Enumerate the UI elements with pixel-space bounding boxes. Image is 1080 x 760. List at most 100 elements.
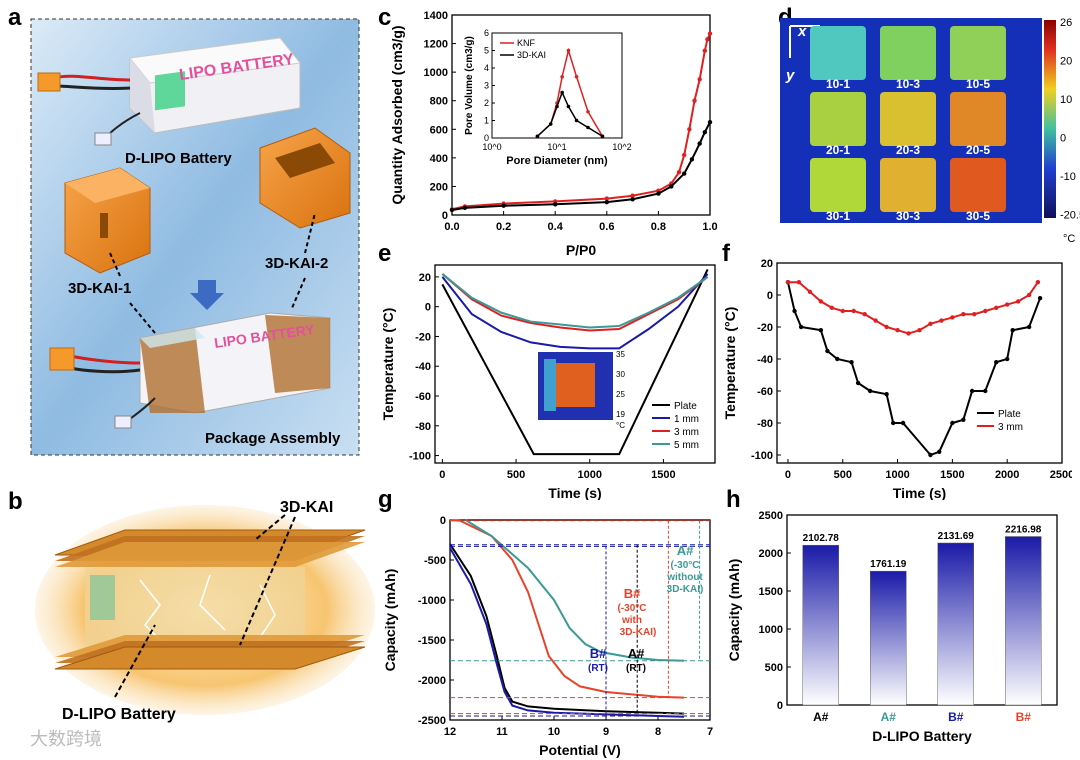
data-point bbox=[829, 305, 835, 310]
y-tick-label: 400 bbox=[430, 153, 448, 165]
y-tick-label: 600 bbox=[430, 124, 448, 136]
annotation-a-cold-note: without bbox=[666, 572, 703, 583]
data-point bbox=[462, 205, 468, 211]
legend-label: 1 mm bbox=[674, 414, 699, 425]
chart-e-temperature: 0 500 1000 1500 20 0 -20 -40 -60 -80 -100 Time (s) T… bbox=[380, 264, 716, 500]
data-point bbox=[851, 308, 856, 314]
panel-b: 3D-KAI D-LIPO Battery bbox=[30, 485, 380, 735]
x-category-label: A# bbox=[813, 710, 829, 724]
colorbar-tick-label: 20 bbox=[1060, 56, 1072, 68]
data-point bbox=[818, 328, 824, 333]
series-line-a----30-c-without-3d-kai- bbox=[465, 519, 685, 662]
data-point bbox=[1037, 296, 1043, 301]
inset-cbar-label: 30 bbox=[616, 370, 625, 379]
data-point bbox=[553, 202, 558, 207]
x-category-label: B# bbox=[948, 710, 964, 724]
inset-frame bbox=[491, 32, 623, 139]
series-line-plate bbox=[441, 269, 709, 456]
inset-y-label: Pore Volume (cm3/g) bbox=[464, 36, 475, 135]
data-point bbox=[1004, 302, 1010, 307]
annotation-b-cold-note: with bbox=[621, 615, 642, 626]
data-point bbox=[692, 98, 697, 103]
kai-bottom-plates bbox=[54, 635, 366, 670]
data-point bbox=[983, 308, 988, 314]
x-tick-label: 11 bbox=[496, 726, 508, 738]
colorbar-tick-label: 26 bbox=[1060, 18, 1072, 29]
panel-b-illustration: 3D-KAI D-LIPO Battery bbox=[35, 499, 375, 723]
y-tick-label: 0 bbox=[425, 302, 431, 314]
x-axis-label: D-LIPO Battery bbox=[872, 728, 972, 744]
data-point bbox=[656, 191, 661, 196]
thermal-sample bbox=[810, 158, 866, 212]
bar bbox=[1005, 536, 1042, 706]
panel-label-c: c bbox=[378, 4, 392, 31]
data-point bbox=[969, 388, 975, 394]
inset-y-tick-label: 3 bbox=[484, 81, 489, 91]
data-point bbox=[682, 171, 687, 176]
thermal-sample bbox=[950, 26, 1006, 80]
kai-part-2 bbox=[259, 127, 351, 229]
data-point bbox=[855, 380, 861, 386]
data-point bbox=[862, 312, 867, 317]
inset-data-point bbox=[560, 74, 564, 79]
thermal-sample-label: 20-5 bbox=[966, 143, 990, 157]
thermal-sample-label: 20-3 bbox=[896, 143, 920, 157]
series-line-3-mm bbox=[787, 281, 1039, 335]
data-point bbox=[849, 360, 854, 365]
y-axis-label-d: y bbox=[785, 67, 795, 84]
annotation-b-rt-note: (RT) bbox=[588, 663, 608, 674]
data-point bbox=[449, 207, 455, 213]
inset-y-tick-label: 1 bbox=[484, 116, 489, 126]
y-tick-label: 200 bbox=[430, 181, 448, 193]
y-tick-label: 2000 bbox=[759, 548, 783, 560]
x-axis-label: Time (s) bbox=[893, 485, 946, 500]
colorbar bbox=[1044, 20, 1056, 218]
inset-y-tick-label: 6 bbox=[484, 28, 489, 38]
x-tick-label: 0.2 bbox=[496, 221, 511, 233]
plot-frame bbox=[449, 519, 711, 721]
thermal-sample-label: 30-1 bbox=[826, 209, 850, 223]
inset-series-line bbox=[536, 90, 603, 137]
x-tick-label: 0.8 bbox=[651, 221, 666, 233]
inset-x-tick-label: 10^2 bbox=[612, 142, 631, 152]
inset-y-tick-label: 4 bbox=[484, 63, 489, 73]
x-tick-label: 500 bbox=[507, 469, 525, 481]
series-line-knf bbox=[451, 33, 711, 211]
y-axis-label: Temperature (°C) bbox=[380, 308, 396, 421]
data-point bbox=[1026, 292, 1032, 298]
annotation-b-cold: B# bbox=[624, 586, 641, 601]
bar bbox=[937, 542, 974, 706]
data-point bbox=[702, 48, 708, 53]
bar-value-label: 2216.98 bbox=[1005, 525, 1042, 536]
thermal-sample-label: 30-5 bbox=[966, 209, 990, 223]
x-category-label: B# bbox=[1016, 710, 1032, 724]
inset-x-tick-label: 10^1 bbox=[547, 142, 566, 152]
y-tick-label: 20 bbox=[761, 258, 773, 270]
annotation-a-rt: A# bbox=[628, 646, 645, 661]
inset-data-point bbox=[574, 118, 579, 123]
inset-data-point bbox=[600, 134, 605, 139]
y-axis-label: Temperature (°C) bbox=[722, 307, 738, 420]
y-tick-label: 2500 bbox=[759, 510, 783, 522]
data-point bbox=[1035, 280, 1041, 285]
data-point bbox=[825, 348, 830, 354]
data-point bbox=[895, 328, 900, 333]
data-point bbox=[835, 356, 840, 362]
kai1-label: 3D-KAI-1 bbox=[68, 280, 131, 297]
colorbar-tick-label: 0 bbox=[1060, 133, 1066, 145]
thermal-sample-label: 10-3 bbox=[896, 77, 920, 91]
data-point bbox=[1004, 356, 1010, 362]
thermal-sample-label: 10-1 bbox=[826, 77, 850, 91]
battery-label-b: D-LIPO Battery bbox=[62, 706, 176, 723]
x-tick-label: 2000 bbox=[995, 469, 1019, 481]
inset-data-point bbox=[586, 125, 590, 130]
x-tick-label: 0.6 bbox=[599, 221, 614, 233]
data-point bbox=[687, 127, 692, 132]
inset-data-point bbox=[548, 122, 553, 126]
data-point bbox=[840, 308, 845, 314]
y-tick-label: -60 bbox=[415, 391, 431, 403]
plot-frame bbox=[434, 264, 716, 464]
data-point bbox=[707, 119, 713, 125]
data-point bbox=[950, 420, 955, 426]
plot-frame bbox=[786, 514, 1058, 706]
